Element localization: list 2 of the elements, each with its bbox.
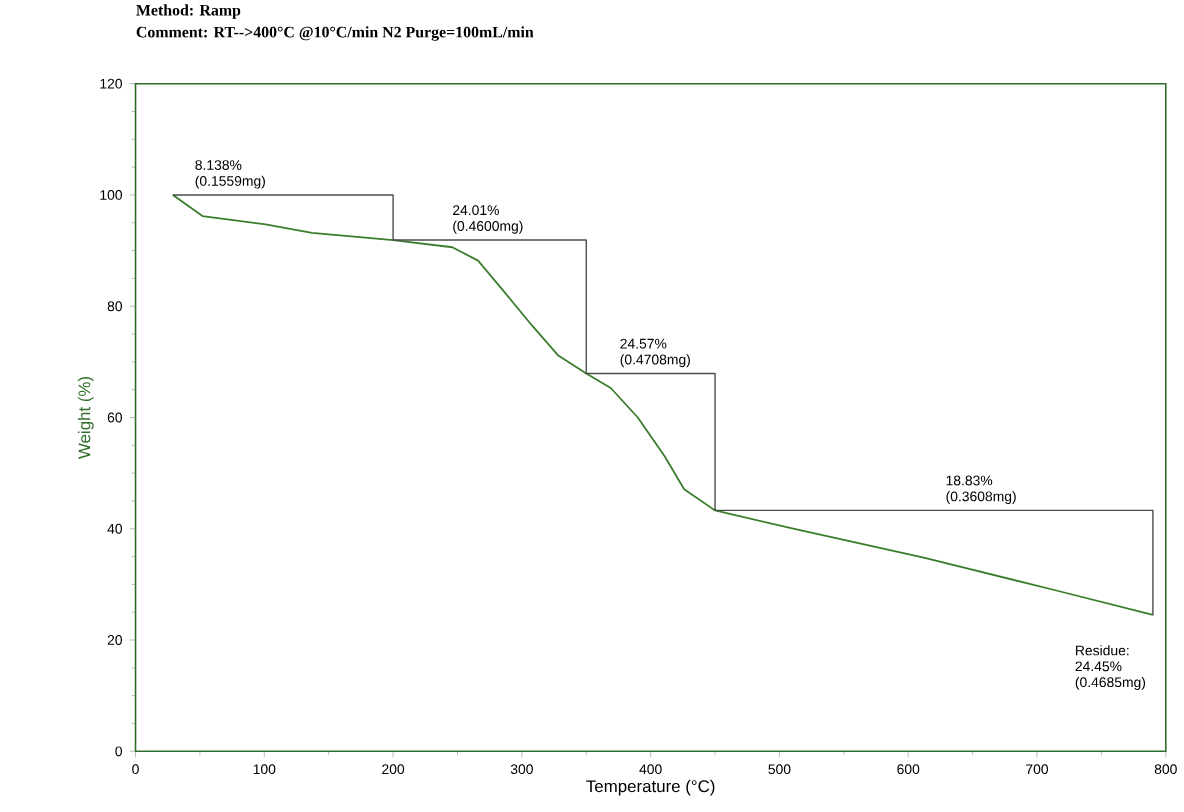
- x-axis-title: Temperature (°C): [586, 780, 715, 796]
- y-axis-title: Weight (%): [77, 377, 94, 460]
